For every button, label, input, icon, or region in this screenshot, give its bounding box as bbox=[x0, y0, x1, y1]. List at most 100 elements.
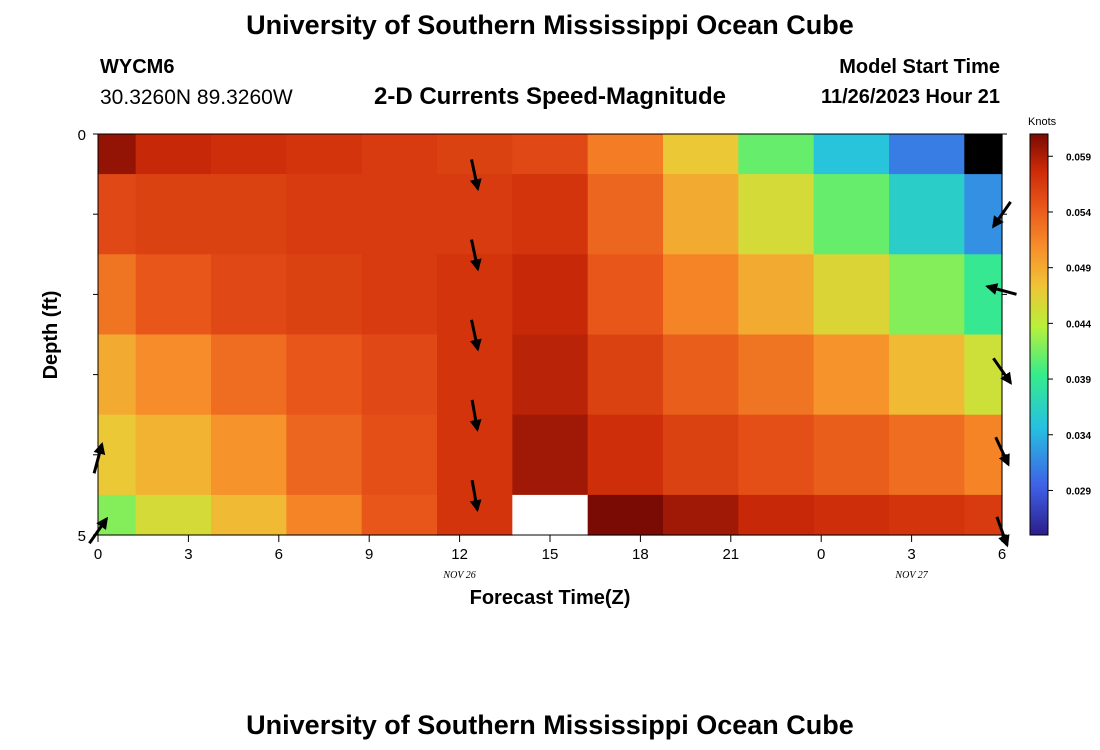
heatmap-cell bbox=[964, 494, 1003, 536]
x-tick-label: 0 bbox=[94, 546, 102, 563]
heatmap-cell bbox=[286, 414, 363, 496]
heatmap-cell bbox=[286, 494, 363, 536]
colorbar-gradient bbox=[1029, 133, 1049, 536]
heatmap-cell bbox=[135, 414, 212, 496]
station-coordinates: 30.3260N 89.3260W bbox=[100, 86, 293, 109]
x-tick-label: 0 bbox=[817, 546, 825, 563]
x-tick-label: 3 bbox=[907, 546, 915, 563]
heatmap-cell bbox=[98, 334, 137, 416]
x-axis-label: Forecast Time(Z) bbox=[470, 587, 631, 609]
heatmap-cell bbox=[135, 254, 212, 336]
chart-title: University of Southern Mississippi Ocean… bbox=[246, 10, 854, 40]
current-vector-arrow bbox=[469, 479, 482, 513]
heatmap-cell bbox=[889, 254, 965, 336]
heatmap-cell bbox=[663, 494, 739, 536]
heatmap-cell bbox=[98, 134, 137, 175]
heatmap-cell bbox=[211, 334, 287, 416]
heatmap-cell bbox=[587, 334, 664, 416]
colorbar-tick-label: 0.034 bbox=[1066, 431, 1091, 442]
heatmap-cell bbox=[437, 174, 513, 255]
heatmap-cell bbox=[964, 334, 1003, 416]
heatmap-cell bbox=[437, 254, 513, 336]
colorbar-tick-label: 0.039 bbox=[1066, 375, 1091, 386]
heatmap-cell bbox=[889, 334, 965, 416]
heatmap-cell bbox=[889, 494, 965, 536]
colorbar: Knots 0.059 0.054 0.049 0.044 0.039 0.034 0.02… bbox=[1028, 116, 1091, 536]
x-tick-label: 12 bbox=[451, 546, 468, 563]
heatmap-cell bbox=[663, 334, 739, 416]
chart-subtitle: 2-D Currents Speed-Magnitude bbox=[373, 83, 727, 110]
x-tick-label: 6 bbox=[998, 546, 1006, 563]
heatmap-cell bbox=[587, 494, 664, 536]
heatmap-cell bbox=[964, 134, 1003, 175]
heatmap-cell bbox=[512, 334, 589, 416]
heatmap-cell bbox=[512, 174, 589, 255]
x-tick-label: 15 bbox=[542, 546, 559, 563]
heatmap-cell bbox=[361, 254, 438, 336]
heatmap-cell bbox=[286, 134, 363, 175]
heatmap-cell bbox=[663, 134, 739, 175]
heatmap-cell bbox=[587, 414, 664, 496]
x-tick-label: 3 bbox=[184, 546, 192, 563]
model-start-label: Model Start Time bbox=[839, 56, 1000, 78]
footer-title: University of Southern Mississippi Ocean… bbox=[246, 710, 854, 740]
heatmap-cell bbox=[361, 174, 438, 255]
current-vector-arrow bbox=[469, 319, 482, 352]
model-start-value: 11/26/2023 Hour 21 bbox=[820, 86, 1000, 108]
heatmap-cell bbox=[663, 414, 739, 496]
colorbar-units: Knots bbox=[1028, 116, 1057, 128]
heatmap-cell bbox=[361, 494, 438, 536]
heatmap-cell bbox=[738, 414, 815, 496]
station-id: WYCM6 bbox=[100, 56, 175, 78]
x-tick-label: 18 bbox=[632, 546, 649, 563]
heatmap-cell bbox=[437, 134, 513, 175]
colorbar-tick-label: 0.029 bbox=[1066, 486, 1091, 497]
heatmap-cell bbox=[964, 414, 1003, 496]
heatmap-cell bbox=[512, 414, 589, 496]
heatmap-cell bbox=[512, 134, 589, 175]
heatmap-cell bbox=[98, 174, 137, 255]
heatmap-cell bbox=[587, 254, 664, 336]
heatmap-cell bbox=[361, 414, 438, 496]
y-tick-label: 0 bbox=[78, 127, 86, 144]
heatmap-cell bbox=[813, 174, 890, 255]
y-axis-label: Depth (ft) bbox=[40, 291, 62, 380]
heatmap-cell bbox=[135, 134, 212, 175]
heatmap-cell bbox=[587, 134, 664, 175]
heatmap-cell bbox=[663, 254, 739, 336]
heatmap-cell bbox=[813, 334, 890, 416]
heatmap-cell bbox=[738, 334, 815, 416]
heatmap-cell bbox=[738, 174, 815, 255]
heatmap-cell bbox=[663, 174, 739, 255]
heatmap-cell bbox=[512, 494, 589, 536]
current-vector-arrow bbox=[469, 399, 482, 432]
y-tick-label: 5 bbox=[78, 528, 86, 545]
current-vector-arrow bbox=[469, 159, 482, 192]
heatmap-cell bbox=[211, 134, 287, 175]
heatmap-cell bbox=[211, 254, 287, 336]
heatmap-cell bbox=[211, 414, 287, 496]
heatmap-cell bbox=[964, 254, 1003, 336]
colorbar-tick-label: 0.054 bbox=[1066, 208, 1091, 219]
heatmap-cell bbox=[98, 494, 137, 536]
heatmap-cell bbox=[211, 494, 287, 536]
heatmap-cell bbox=[813, 254, 890, 336]
heatmap-cell bbox=[98, 414, 137, 496]
heatmap-cell bbox=[813, 134, 890, 175]
current-vector-arrow bbox=[469, 239, 482, 272]
heatmap-cell bbox=[738, 494, 815, 536]
heatmap-cell bbox=[361, 134, 438, 175]
heatmap-cell bbox=[813, 494, 890, 536]
heatmap-cell bbox=[738, 254, 815, 336]
heatmap-cell bbox=[286, 174, 363, 255]
heatmap-cell bbox=[889, 414, 965, 496]
heatmap-cell bbox=[135, 174, 212, 255]
heatmap-cell bbox=[135, 334, 212, 416]
heatmap-cells bbox=[98, 134, 1003, 536]
heatmap-cell bbox=[964, 174, 1003, 255]
heatmap-cell bbox=[286, 334, 363, 416]
heatmap-cell bbox=[889, 134, 965, 175]
colorbar-tick-label: 0.044 bbox=[1066, 319, 1091, 330]
